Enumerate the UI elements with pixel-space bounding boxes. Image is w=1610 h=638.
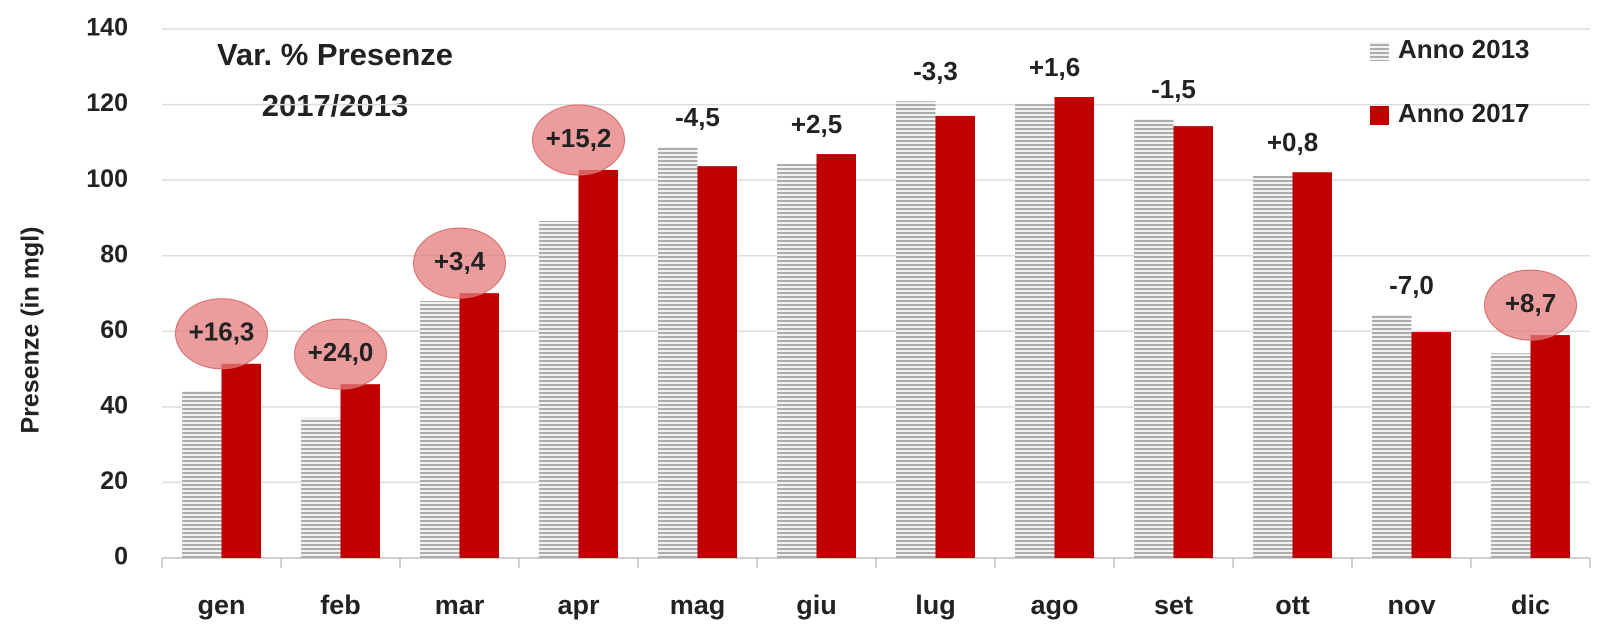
data-annotation: +8,7: [1505, 288, 1556, 318]
y-tick-label: 20: [100, 467, 128, 495]
bar: [777, 163, 817, 558]
y-tick-label: 40: [100, 391, 128, 419]
data-annotation: +3,4: [434, 246, 486, 276]
data-annotation: +16,3: [189, 317, 255, 347]
bar: [221, 363, 261, 558]
x-tick-label: ago: [1030, 590, 1078, 620]
bar: [1530, 335, 1570, 558]
legend-swatch: [1370, 42, 1389, 61]
highlight-ellipse: [532, 104, 625, 176]
x-tick-label: dic: [1511, 590, 1550, 620]
chart-title: Var. % Presenze: [217, 37, 453, 72]
x-tick-label: mag: [670, 590, 726, 620]
bar: [301, 417, 341, 558]
data-annotation: -4,5: [675, 102, 720, 132]
x-tick-label: mar: [435, 590, 485, 620]
highlight-ellipse: [413, 227, 506, 299]
x-tick-label: ott: [1275, 590, 1309, 620]
bar: [1173, 126, 1213, 558]
y-tick-label: 0: [114, 543, 128, 571]
bar: [1134, 118, 1174, 559]
data-annotation: +0,8: [1267, 127, 1318, 157]
y-tick-label: 80: [100, 240, 128, 268]
x-tick-label: giu: [796, 590, 837, 620]
y-axis-label: Presenze (in mgl): [17, 227, 45, 434]
data-annotation: +24,0: [308, 337, 374, 367]
x-tick-label: lug: [915, 590, 956, 620]
data-annotation: +1,6: [1029, 52, 1080, 82]
bar: [1491, 353, 1531, 558]
data-annotation: -3,3: [913, 56, 958, 86]
bar: [340, 384, 380, 558]
bar: [896, 101, 936, 558]
x-tick-label: set: [1154, 590, 1193, 620]
bar: [816, 154, 856, 558]
legend-label: Anno 2017: [1398, 98, 1530, 128]
bar: [182, 390, 222, 558]
bar: [1253, 175, 1293, 558]
data-annotation: -7,0: [1389, 270, 1434, 300]
bar: [539, 220, 579, 559]
bar: [697, 166, 737, 558]
bar: [459, 293, 499, 558]
bar: [658, 146, 698, 559]
bar: [1292, 172, 1332, 558]
bar: [1054, 97, 1094, 558]
data-annotation: +15,2: [546, 123, 612, 153]
bar: [1372, 315, 1412, 558]
highlight-ellipse: [175, 298, 268, 370]
highlight-ellipse: [1484, 269, 1577, 341]
x-tick-label: feb: [320, 590, 361, 620]
data-annotation: -1,5: [1151, 74, 1196, 104]
chart-subtitle: 2017/2013: [262, 88, 409, 123]
x-tick-label: nov: [1387, 590, 1435, 620]
bar: [1015, 104, 1055, 558]
bar: [420, 301, 460, 558]
bar: [1411, 332, 1451, 558]
data-annotation: +2,5: [791, 109, 842, 139]
y-tick-label: 60: [100, 316, 128, 344]
legend-label: Anno 2013: [1398, 34, 1530, 64]
legend-swatch: [1370, 106, 1389, 125]
y-tick-label: 140: [86, 14, 128, 42]
x-tick-label: apr: [557, 590, 600, 620]
highlight-ellipse: [294, 318, 387, 390]
y-tick-label: 100: [86, 165, 128, 193]
bar: [578, 169, 618, 558]
y-tick-label: 120: [86, 89, 128, 117]
bar: [935, 115, 975, 559]
x-tick-label: gen: [197, 590, 245, 620]
